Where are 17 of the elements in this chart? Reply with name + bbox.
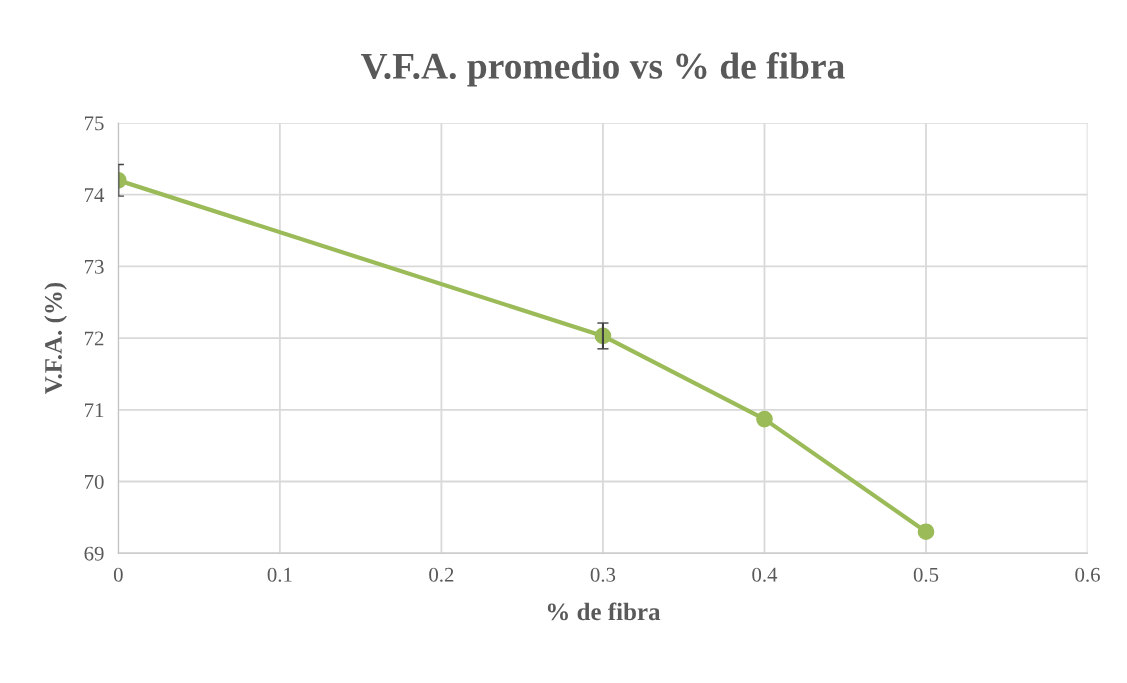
y-tick-label: 74 <box>84 188 105 202</box>
y-tick-label: 69 <box>84 546 104 561</box>
x-axis-title: % de fibra <box>547 602 661 621</box>
y-axis-title: V.F.A. (%) <box>44 282 67 395</box>
x-tick-label: 0.3 <box>590 567 616 582</box>
y-tick-label: 73 <box>84 259 104 274</box>
chart-title: V.F.A. promedio vs % de fibra <box>360 52 845 87</box>
x-tick-label: 0.6 <box>1075 567 1100 582</box>
x-tick-label: 0.4 <box>752 567 778 582</box>
x-tick-label: 0.1 <box>267 567 292 582</box>
y-tick-label: 72 <box>84 331 104 346</box>
x-tick-label: 0.5 <box>913 567 939 582</box>
y-tick-label: 71 <box>84 403 104 418</box>
y-tick-label: 70 <box>84 474 104 489</box>
x-tick-label: 0 <box>113 567 123 582</box>
x-tick-label: 0.2 <box>429 567 454 582</box>
y-tick-label: 75 <box>84 116 104 131</box>
